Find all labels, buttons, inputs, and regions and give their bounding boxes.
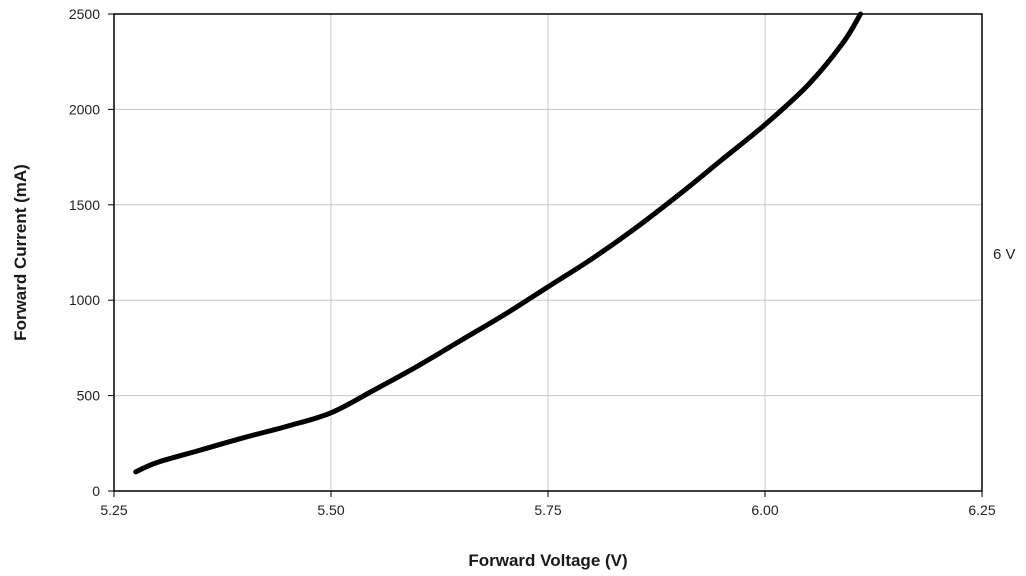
y-tick-label: 1500 xyxy=(69,197,100,213)
series-line xyxy=(133,11,863,475)
x-tick-label: 5.75 xyxy=(534,502,561,518)
x-tick-label: 5.50 xyxy=(317,502,344,518)
y-tick-label: 1000 xyxy=(69,292,100,308)
y-tick-label: 0 xyxy=(92,483,100,499)
y-axis-title: Forward Current (mA) xyxy=(11,164,30,341)
x-tick-label: 5.25 xyxy=(100,502,127,518)
x-axis-ticks: 5.25 5.50 5.75 6.00 6.25 xyxy=(100,491,996,518)
y-tick-label: 2500 xyxy=(69,6,100,22)
y-axis-ticks: 0 500 1000 1500 2000 2500 xyxy=(69,6,114,499)
x-tick-label: 6.25 xyxy=(968,502,995,518)
x-tick-label: 6.00 xyxy=(751,502,778,518)
y-tick-label: 500 xyxy=(77,388,101,404)
y-tick-label: 2000 xyxy=(69,101,100,117)
grid-lines xyxy=(114,14,982,491)
series-layer xyxy=(133,11,863,475)
series-annotation-label: 6 V xyxy=(993,246,1016,263)
x-axis-title: Forward Voltage (V) xyxy=(468,551,627,570)
